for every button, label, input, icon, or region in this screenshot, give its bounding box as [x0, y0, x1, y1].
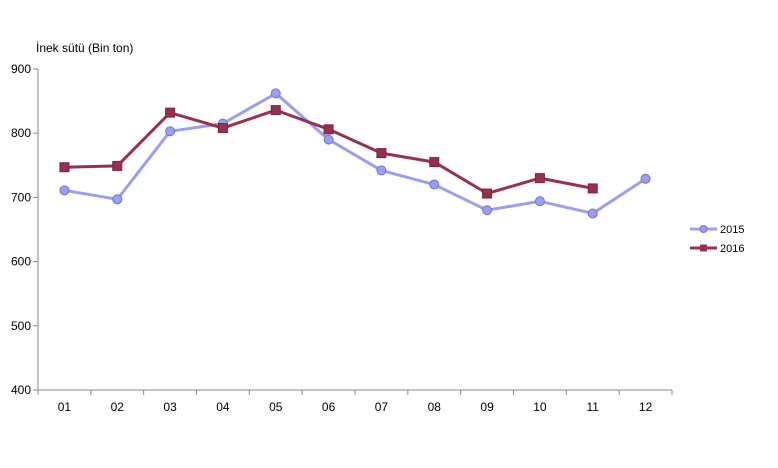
- x-tick-label: 11: [587, 400, 600, 414]
- x-tick-label: 04: [216, 400, 230, 414]
- y-tick-label: 500: [11, 319, 31, 333]
- data-point-2015: [640, 173, 651, 184]
- y-tick-label: 900: [11, 62, 31, 76]
- series-layer: [59, 88, 651, 219]
- legend-marker: [700, 244, 707, 252]
- x-tick-label: 07: [375, 400, 389, 414]
- legend-label: 2016: [720, 243, 744, 255]
- x-tick-label: 01: [58, 400, 72, 414]
- x-tick-label: 10: [533, 400, 547, 414]
- data-point-2016: [112, 160, 123, 171]
- data-point-2015: [429, 179, 440, 190]
- y-axis-label: İnek sütü (Bin ton): [36, 41, 133, 55]
- x-tick-label: 02: [111, 400, 125, 414]
- data-point-2016: [59, 162, 70, 173]
- y-tick-label: 700: [11, 190, 31, 204]
- series-line-2015: [64, 91, 647, 215]
- data-point-2016: [217, 123, 228, 134]
- data-point-2015: [587, 208, 598, 219]
- data-point-2016: [323, 124, 334, 135]
- data-point-2015: [165, 126, 176, 137]
- data-point-2016: [482, 188, 493, 199]
- data-point-2016: [429, 157, 440, 168]
- axes: 400 500 600 700 800 900 01 02 03 04 05 06 07 08 09 10 11…: [11, 62, 673, 414]
- y-tick-label: 600: [11, 255, 31, 269]
- series-2015: [59, 88, 651, 219]
- series-2016: [59, 105, 598, 199]
- x-tick-label: 05: [269, 400, 283, 414]
- y-tick-label: 400: [11, 383, 31, 397]
- data-point-2016: [270, 105, 281, 116]
- legend: 2015 2016: [690, 224, 744, 255]
- legend-label: 2015: [720, 224, 744, 236]
- x-tick-label: 09: [480, 400, 494, 414]
- x-tick-label: 06: [322, 400, 336, 414]
- data-point-2015: [534, 196, 545, 207]
- series-line-2016: [64, 108, 594, 195]
- data-point-2015: [112, 194, 123, 205]
- x-tick-label: 08: [428, 400, 442, 414]
- data-point-2016: [165, 107, 176, 118]
- x-tick-label: 12: [639, 400, 653, 414]
- data-point-2016: [534, 173, 545, 184]
- data-point-2016: [587, 183, 598, 194]
- legend-marker: [699, 225, 708, 233]
- data-point-2015: [323, 134, 334, 145]
- legend-entry-2016: 2016: [690, 243, 744, 255]
- data-point-2015: [270, 88, 281, 99]
- data-point-2015: [482, 205, 493, 216]
- data-point-2016: [376, 148, 387, 159]
- x-tick-label: 03: [163, 400, 177, 414]
- data-point-2015: [59, 185, 70, 196]
- legend-entry-2015: 2015: [690, 224, 744, 236]
- data-point-2015: [376, 165, 387, 176]
- y-tick-label: 800: [11, 126, 31, 140]
